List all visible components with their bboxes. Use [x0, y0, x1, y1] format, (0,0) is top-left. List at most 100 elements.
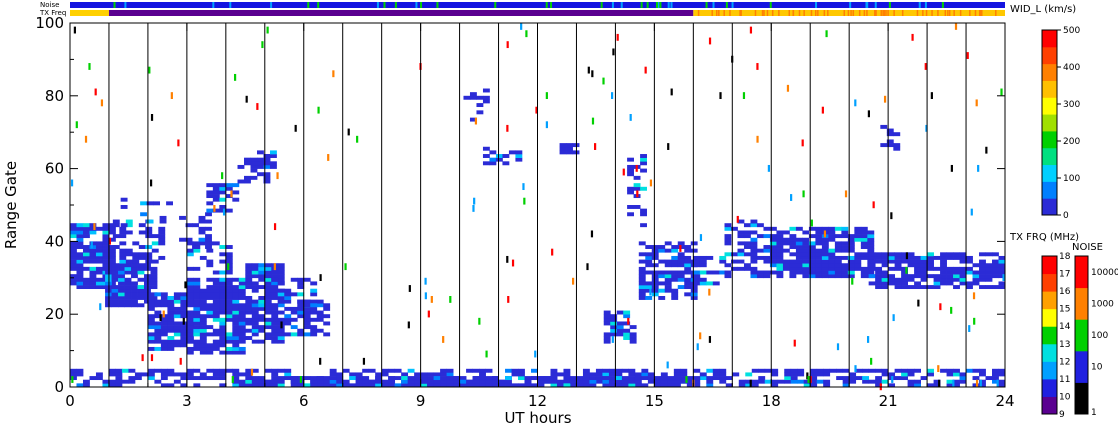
echo-cell: [979, 259, 986, 264]
echo-cell: [76, 372, 84, 377]
echo-cell: [886, 128, 894, 133]
y-tick-label: 20: [45, 305, 64, 323]
echo-cell: [621, 379, 629, 384]
echo-cell: [173, 321, 181, 326]
echo-cell: [264, 325, 272, 330]
echo-cell: [537, 379, 545, 384]
echo-cell: [699, 372, 707, 377]
echo-cell: [160, 299, 168, 304]
echo-cell: [776, 245, 784, 249]
echo-cell: [459, 379, 467, 384]
echo-cell: [946, 281, 954, 286]
echo-cell: [953, 383, 960, 388]
echo-cell: [453, 376, 460, 381]
echo-cell: [476, 95, 484, 100]
echo-cell: [167, 339, 175, 344]
echo-cell: [277, 263, 285, 268]
echo-cell: [342, 368, 350, 373]
echo-cell: [193, 368, 201, 373]
echo-cell: [686, 383, 694, 388]
echo-cell: [108, 226, 116, 231]
echo-point-sparse: [950, 164, 953, 172]
echo-point-sparse: [649, 179, 653, 187]
echo-cell: [118, 263, 125, 268]
echo-cell: [789, 245, 797, 249]
echo-cell: [303, 306, 311, 311]
echo-cell: [566, 143, 573, 148]
echo-cell: [193, 285, 201, 290]
echo-cell: [563, 376, 571, 381]
echo-cell: [70, 277, 77, 282]
echo-cell: [186, 299, 194, 304]
echo-point-sparse: [149, 179, 153, 187]
echo-point-sparse: [141, 354, 144, 362]
width-colorbar-tick-label: 500: [1063, 26, 1080, 36]
echo-cell: [154, 346, 162, 351]
echo-cell: [841, 245, 849, 249]
echo-cell: [277, 332, 285, 337]
echo-cell: [821, 259, 829, 264]
echo-cell: [479, 376, 486, 381]
echo-cell: [603, 317, 611, 322]
echo-cell: [232, 346, 240, 351]
echo-cell: [790, 372, 798, 377]
echo-cell: [842, 379, 850, 384]
echo-cell: [828, 248, 836, 253]
echo-cell: [303, 376, 311, 381]
echo-cell: [258, 266, 266, 271]
echo-cell: [375, 379, 383, 384]
echo-cell: [641, 372, 649, 377]
echo-cell: [998, 368, 1006, 373]
echo-cell: [725, 383, 733, 388]
echo-cell: [219, 183, 227, 188]
echo-cell: [349, 383, 357, 388]
echo-cell: [756, 223, 764, 228]
echo-point-sparse: [629, 114, 632, 121]
echo-cell: [251, 368, 259, 373]
echo-cell: [303, 303, 311, 308]
echo-cell: [453, 383, 460, 388]
echo-cell: [894, 368, 902, 373]
echo-cell: [730, 266, 738, 271]
echo-point-sparse: [708, 336, 712, 343]
echo-cell: [505, 383, 512, 388]
echo-cell: [550, 372, 558, 377]
echo-cell: [219, 328, 227, 333]
echo-cell: [867, 234, 875, 239]
echo-cell: [677, 270, 685, 275]
echo-cell: [463, 95, 471, 100]
echo-cell: [907, 274, 915, 279]
echo-cell: [966, 281, 973, 286]
echo-cell: [654, 376, 662, 381]
echo-cell: [972, 277, 980, 282]
echo-cell: [310, 383, 318, 388]
echo-cell: [789, 274, 797, 279]
echo-point-sparse: [273, 263, 276, 271]
echo-cell: [875, 274, 883, 279]
echo-cell: [180, 292, 188, 297]
txfreq-strip-mark: [803, 10, 805, 16]
echo-point-sparse: [485, 350, 488, 358]
echo-cell: [673, 372, 681, 377]
noise-colorbar-border: [1074, 255, 1089, 415]
echo-cell: [137, 277, 145, 282]
echo-cell: [867, 237, 875, 242]
echo-cell: [70, 226, 77, 231]
echo-point-sparse: [213, 205, 216, 212]
echo-cell: [264, 274, 272, 279]
echo-point-sparse: [108, 237, 111, 245]
echo-cell: [108, 245, 116, 249]
echo-cell: [476, 110, 484, 115]
echo-cell: [151, 248, 159, 253]
echo-cell: [199, 343, 207, 348]
echo-cell: [482, 88, 490, 93]
echo-cell: [277, 288, 285, 293]
echo-cell: [719, 368, 727, 373]
echo-cell: [310, 299, 318, 304]
echo-cell: [959, 270, 967, 275]
echo-cell: [303, 383, 311, 388]
echo-point-sparse: [222, 208, 226, 216]
noise-colorbar-swatch: [1075, 319, 1088, 352]
echo-cell: [440, 383, 447, 388]
